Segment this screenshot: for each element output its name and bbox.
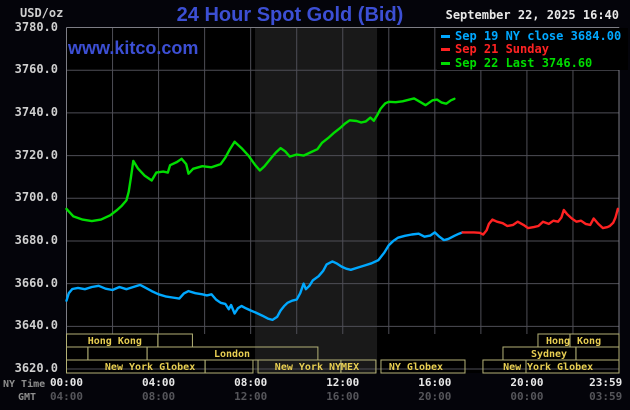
- session-box: [340, 359, 377, 374]
- x-tick-gmt: 08:00: [142, 390, 176, 403]
- kitco-watermark-link[interactable]: www.kitco.com: [68, 38, 199, 58]
- datetime-label: September 22, 2025 16:40: [445, 8, 619, 22]
- session-box: [204, 359, 254, 374]
- legend-item: Sep 21 Sunday: [441, 42, 549, 56]
- x-tick-ny: 04:00: [142, 376, 176, 389]
- legend-item: Sep 22 Last 3746.60: [441, 55, 593, 70]
- units-label: USD/oz: [20, 6, 64, 20]
- x-tick-gmt: 03:59: [589, 390, 623, 403]
- price-line-2: [65, 97, 456, 223]
- session-label: Kong: [577, 336, 602, 347]
- x-tick-gmt: 16:00: [326, 390, 360, 403]
- gmt-axis-label: GMT: [18, 392, 37, 403]
- x-tick-gmt: 12:00: [234, 390, 268, 403]
- y-tick-label: 3620.0: [14, 361, 58, 375]
- price-line-1: [461, 207, 619, 236]
- session-label: New York Globex: [104, 362, 196, 373]
- nymex-session-band: [255, 27, 378, 373]
- y-tick-label: 3700.0: [14, 190, 58, 205]
- legend-item-label: Sep 19 NY close 3684.00: [455, 28, 622, 43]
- legend-dash-icon: [441, 34, 450, 38]
- session-label: London: [213, 349, 251, 360]
- session-label: New: [503, 362, 522, 373]
- y-tick-label: 3680.0: [14, 232, 58, 247]
- legend: Sep 19 NY close 3684.00 Sep 21 Sunday Sep …: [437, 28, 628, 70]
- legend-item-label: Sep 22 Last 3746.60: [455, 55, 593, 70]
- session-label: Hong: [545, 336, 571, 347]
- y-tick-label: 3780.0: [14, 19, 58, 34]
- x-tick-ny: 12:00: [326, 376, 360, 389]
- page-title: 24 Hour Spot Gold (Bid): [176, 4, 404, 26]
- x-tick-ny: 20:00: [510, 376, 544, 389]
- y-tick-label: 3640.0: [14, 318, 58, 333]
- session-label: York Globex: [526, 362, 594, 373]
- session-box: [380, 359, 466, 374]
- legend-dash-icon: [441, 48, 450, 51]
- x-tick-ny: 00:00: [49, 376, 84, 389]
- y-tick-label: 3740.0: [14, 104, 58, 119]
- y-tick-label: 3720.0: [14, 147, 58, 162]
- x-tick-ny: 08:00: [234, 376, 268, 389]
- session-label: Hong Kong: [87, 336, 142, 347]
- legend-dash-icon: [441, 61, 450, 65]
- session-label: NY Globex: [388, 362, 444, 373]
- session-label: New York NYMEX: [274, 362, 360, 373]
- legend-item: Sep 19 NY close 3684.00: [441, 28, 622, 43]
- x-tick-gmt: 04:00: [49, 390, 84, 403]
- session-label: Sydney: [530, 349, 568, 360]
- y-tick-label: 3760.0: [14, 62, 58, 77]
- price-line-0: [65, 231, 464, 322]
- x-tick-ny: 16:00: [418, 376, 452, 389]
- legend-item-label: Sep 21 Sunday: [455, 42, 549, 56]
- x-tick-ny: 23:59: [589, 376, 623, 389]
- ny-time-axis-label: NY Time: [3, 379, 46, 390]
- y-tick-label: 3660.0: [14, 275, 58, 290]
- x-tick-gmt: 20:00: [418, 390, 452, 403]
- x-tick-gmt: 00:00: [510, 390, 544, 403]
- session-box: [525, 359, 620, 374]
